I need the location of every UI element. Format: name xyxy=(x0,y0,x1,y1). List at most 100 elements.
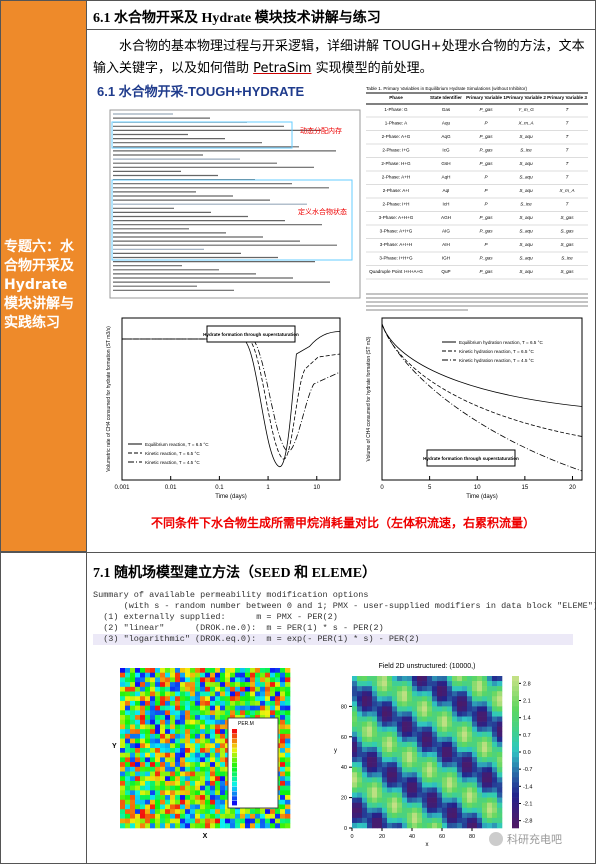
field-cell xyxy=(140,748,146,754)
field-cell xyxy=(412,676,418,682)
field-cell xyxy=(210,823,216,829)
field-cell xyxy=(402,772,408,778)
field-cell xyxy=(220,710,226,716)
field-cell xyxy=(492,817,498,824)
field-cell xyxy=(387,741,393,748)
field-cell xyxy=(125,686,131,692)
field-cell xyxy=(185,804,191,810)
field-cell xyxy=(215,668,221,674)
field-cell xyxy=(412,686,418,692)
field-cell xyxy=(437,741,443,748)
field-cell xyxy=(432,812,438,819)
field-cell xyxy=(402,696,408,702)
field-cell xyxy=(497,787,503,793)
field-cell xyxy=(280,771,286,777)
watermark-icon xyxy=(489,832,503,846)
field-cell xyxy=(240,682,246,688)
field-cell xyxy=(180,752,186,758)
field-cell xyxy=(367,752,373,758)
field-cell xyxy=(180,719,186,725)
legend-swatch xyxy=(232,767,237,772)
field-cell xyxy=(467,752,473,758)
field-cell xyxy=(407,807,413,814)
field-cell xyxy=(497,772,503,778)
field-cell xyxy=(447,807,453,814)
field-cell xyxy=(357,716,363,722)
field-cell xyxy=(412,752,418,758)
field-cell xyxy=(377,762,383,768)
field-cell xyxy=(185,766,191,772)
field-cell xyxy=(477,736,483,743)
field-cell xyxy=(367,706,373,712)
field-cell xyxy=(372,746,378,753)
field-cell xyxy=(220,776,226,782)
field-cell xyxy=(472,746,478,753)
field-cell xyxy=(210,733,216,739)
field-cell xyxy=(220,757,226,763)
field-cell xyxy=(392,817,398,824)
field-cell xyxy=(235,705,241,711)
field-cell xyxy=(422,812,428,819)
field-cell xyxy=(362,681,368,687)
colorbar-cell xyxy=(512,817,519,824)
field-cell xyxy=(432,681,438,687)
field-cell xyxy=(195,724,201,730)
field-cell xyxy=(210,691,216,697)
field-cell xyxy=(387,807,393,814)
field-cell xyxy=(397,741,403,748)
field-cell xyxy=(352,797,358,803)
field-cell xyxy=(417,787,423,793)
field-cell xyxy=(452,787,458,793)
field-cell xyxy=(125,748,131,754)
field-cell xyxy=(155,748,161,754)
field-cell xyxy=(392,757,398,763)
field-cell xyxy=(427,777,433,783)
field-cell xyxy=(497,706,503,712)
field-cell xyxy=(452,701,458,707)
field-cell xyxy=(487,691,493,697)
field-cell xyxy=(190,672,196,678)
field-cell xyxy=(477,752,483,758)
field-cell xyxy=(407,726,413,733)
field-cell xyxy=(185,729,191,735)
field-cell xyxy=(377,711,383,717)
field-cell xyxy=(155,757,161,763)
field-cell xyxy=(220,752,226,758)
field-cell xyxy=(135,799,141,805)
field-cell xyxy=(140,813,146,819)
field-cell xyxy=(492,731,498,738)
field-cell xyxy=(180,790,186,796)
field-cell xyxy=(482,736,488,743)
field-cell xyxy=(422,802,428,809)
field-cell xyxy=(402,812,408,819)
field-cell xyxy=(265,677,271,683)
field-cell xyxy=(200,733,206,739)
colorbar-cell xyxy=(512,797,519,803)
field-cell xyxy=(135,771,141,777)
field-cell xyxy=(467,822,473,829)
field-cell xyxy=(417,767,423,773)
field-cell xyxy=(280,780,286,786)
field-cell xyxy=(422,711,428,717)
colorbar-tick-label: 2.1 xyxy=(523,699,531,705)
field-cell xyxy=(150,733,156,739)
field-cell xyxy=(497,797,503,803)
field-cell xyxy=(190,823,196,829)
field-cell xyxy=(180,762,186,768)
field-cell xyxy=(457,822,463,829)
field-cell xyxy=(372,736,378,743)
field-cell xyxy=(145,790,151,796)
field-cell xyxy=(125,724,131,730)
field-cell xyxy=(155,672,161,678)
field-cell xyxy=(180,668,186,674)
field-cell xyxy=(352,701,358,707)
field-cell xyxy=(205,776,211,782)
field-cell xyxy=(387,752,393,758)
field-cell xyxy=(367,701,373,707)
colorbar-tick-label: -0.7 xyxy=(523,767,532,773)
field-cell xyxy=(155,790,161,796)
field-cell xyxy=(175,752,181,758)
field-cell xyxy=(155,710,161,716)
field-cell xyxy=(215,757,221,763)
field-cell xyxy=(397,701,403,707)
